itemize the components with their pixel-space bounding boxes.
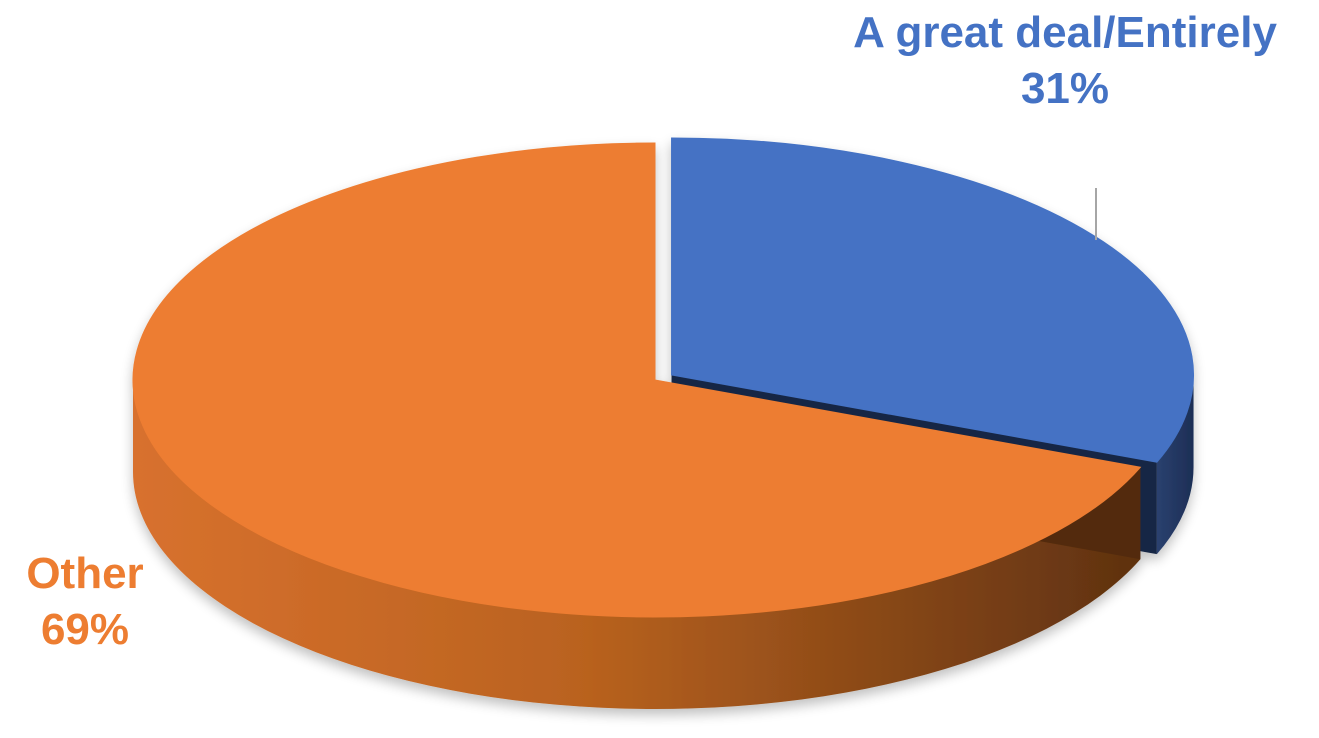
slice-other-top [132, 142, 1142, 618]
slice-label-great-deal: A great deal/Entirely 31% [830, 5, 1300, 117]
slice-label-other: Other 69% [10, 546, 160, 658]
slice-label-other-name: Other [26, 549, 144, 598]
slice-other-side [133, 380, 1141, 709]
slice-label-other-value: 69% [40, 605, 130, 654]
slice-great-deal-top [671, 137, 1194, 463]
slice-label-great-deal-value: 31% [1020, 64, 1110, 113]
slice-label-great-deal-name: A great deal/Entirely [853, 8, 1277, 57]
